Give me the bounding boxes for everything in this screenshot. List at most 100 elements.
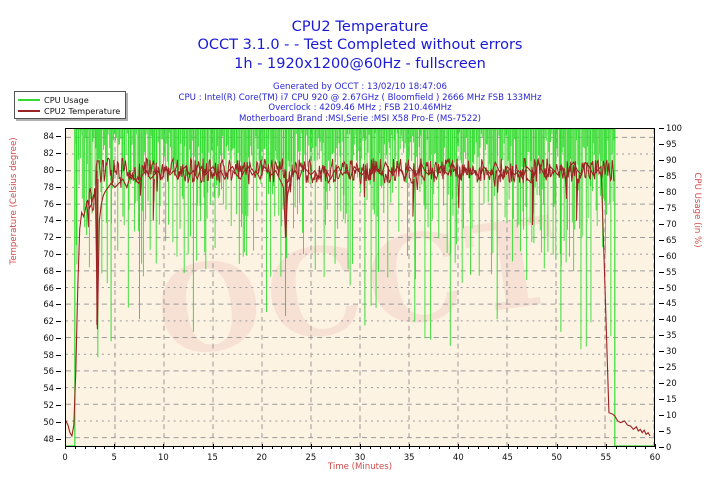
y-axis-right-tick-label: 45 <box>666 298 677 309</box>
x-axis-minor-tick <box>399 446 401 449</box>
generated-timestamp: Generated by OCCT : 13/02/10 18:47:06 <box>273 82 447 92</box>
x-axis-minor-tick <box>281 446 283 449</box>
legend-color-swatch <box>18 98 40 101</box>
x-axis-tick <box>114 444 116 449</box>
x-axis-minor-tick <box>173 446 175 449</box>
y-axis-right-tick <box>659 175 664 177</box>
x-axis-minor-tick <box>635 446 637 449</box>
x-axis-minor-tick <box>468 446 470 449</box>
x-axis-tick <box>507 444 509 449</box>
y-axis-left-tick <box>56 136 61 138</box>
y-axis-right-tick-label: 30 <box>666 346 677 357</box>
x-axis-minor-tick <box>183 446 184 449</box>
chart-legend: CPU Usage CPU2 Temperature <box>14 91 127 119</box>
y-axis-right-tick <box>659 255 664 257</box>
x-axis-minor-tick <box>527 446 529 449</box>
y-axis-right-tick-label: 0 <box>666 442 672 452</box>
y-axis-left-tick-label: 64 <box>43 299 54 310</box>
x-axis-minor-tick <box>546 446 548 449</box>
x-axis-tick <box>261 444 263 449</box>
x-axis-labels: 0 5 10 15 20 25 30 35 40 45 50 55 60 <box>62 444 660 463</box>
x-axis-minor-tick <box>448 446 450 449</box>
y-axis-left-tick <box>56 169 61 171</box>
y-axis-right-tick <box>659 303 664 305</box>
x-axis-tick-label: 55 <box>600 452 612 462</box>
y-axis-left-tick <box>56 354 61 356</box>
y-axis-right-tick <box>659 223 664 225</box>
legend-item-label: CPU2 Temperature <box>44 105 121 116</box>
y-axis-right-tick-label: 90 <box>666 154 677 165</box>
x-axis-tick <box>65 444 66 449</box>
y-axis-right-tick-label: 95 <box>666 138 677 149</box>
y-axis-left-tick-label: 68 <box>43 265 54 276</box>
x-axis-minor-tick <box>438 446 440 449</box>
x-axis-minor-tick <box>428 446 430 449</box>
y-axis-left-tick <box>56 153 61 155</box>
y-axis-right-title: CPU Usage (in %) <box>692 172 702 248</box>
y-axis-right-tick-label: 80 <box>666 186 677 197</box>
x-axis-title: Time (Minutes) <box>327 462 393 472</box>
y-axis-left-title: Temperature (Celsius degree) <box>9 137 19 265</box>
x-axis-minor-tick <box>517 446 519 449</box>
cpu-info: CPU : Intel(R) Core(TM) i7 CPU 920 @ 2.6… <box>178 92 542 103</box>
y-axis-left-tick <box>56 253 61 255</box>
y-axis-right-tick <box>659 271 664 273</box>
x-axis-minor-tick <box>124 446 125 449</box>
y-axis-right-tick <box>659 367 664 369</box>
x-axis-minor-tick <box>419 446 420 449</box>
y-axis-left-tick-label: 72 <box>43 232 54 243</box>
x-axis-tick-label: 10 <box>157 452 169 462</box>
system-info-block: Generated by OCCT : 13/02/10 18:47:06 CP… <box>0 82 720 124</box>
page-title: CPU2 Temperature OCCT 3.1.0 - - Test Com… <box>0 18 720 74</box>
x-axis-minor-tick <box>369 446 371 449</box>
y-axis-left-tick-label: 56 <box>43 366 54 377</box>
y-axis-left-tick-label: 58 <box>43 349 54 360</box>
x-axis-minor-tick <box>586 446 588 449</box>
y-axis-right-tick <box>659 319 664 321</box>
series-lines <box>66 129 654 446</box>
y-axis-right-tick <box>659 399 664 401</box>
x-axis-minor-tick <box>153 446 155 449</box>
x-axis-minor-tick <box>487 446 489 449</box>
x-axis-minor-tick <box>340 446 342 449</box>
x-axis-minor-tick <box>389 446 391 449</box>
y-axis-left-tick-label: 50 <box>43 416 54 427</box>
y-axis-left-tick-label: 54 <box>43 383 54 394</box>
x-axis-tick <box>409 444 411 449</box>
x-axis-tick-label: 15 <box>207 452 218 462</box>
y-axis-left-tick <box>56 388 61 390</box>
y-axis-left-tick <box>56 220 61 222</box>
y-axis-left-tick <box>56 203 61 205</box>
y-axis-right-tick-label: 100 <box>666 123 682 133</box>
y-axis-left-tick-label: 52 <box>43 400 54 411</box>
x-axis-tick <box>360 444 361 449</box>
y-axis-left-tick <box>56 237 61 239</box>
y-axis-right-tick-label: 5 <box>666 426 672 437</box>
x-axis-tick <box>655 444 656 449</box>
legend-item: CPU Usage <box>18 94 120 105</box>
x-axis-minor-tick <box>232 446 234 449</box>
y-axis-left-tick-label: 66 <box>43 282 54 293</box>
x-axis-minor-tick <box>251 446 253 449</box>
y-axis-right-tick <box>659 239 664 241</box>
x-axis-tick-label: 0 <box>62 452 68 462</box>
y-axis-right-tick-label: 50 <box>666 282 677 293</box>
overclock-info: Overclock : 4209.46 MHz ; FSB 210.46MHz <box>268 103 452 114</box>
x-axis-tick <box>163 444 165 449</box>
x-axis-tick <box>310 444 312 449</box>
x-axis-tick-label: 25 <box>305 452 317 462</box>
title-line-3: 1h - 1920x1200@60Hz - fullscreen <box>234 56 486 72</box>
y-axis-left-tick <box>56 287 61 289</box>
x-axis-tick <box>556 444 558 449</box>
plot-area: OCCT <box>65 128 655 447</box>
x-axis-minor-tick <box>74 446 76 449</box>
y-axis-right-tick-label: 10 <box>666 410 677 421</box>
x-axis-minor-tick <box>133 446 135 449</box>
x-axis-tick-label: 50 <box>551 452 562 462</box>
y-axis-left-tick <box>56 371 61 373</box>
x-axis-minor-tick <box>330 446 332 449</box>
x-axis-minor-tick <box>222 446 224 449</box>
y-axis-left-tick-label: 70 <box>43 248 54 259</box>
y-axis-right-tick <box>659 351 664 353</box>
y-axis-right-labels: 0 5 10 15 20 25 30 35 40 45 50 55 60 65 70 75 80 85 90 95 10… <box>658 123 698 452</box>
